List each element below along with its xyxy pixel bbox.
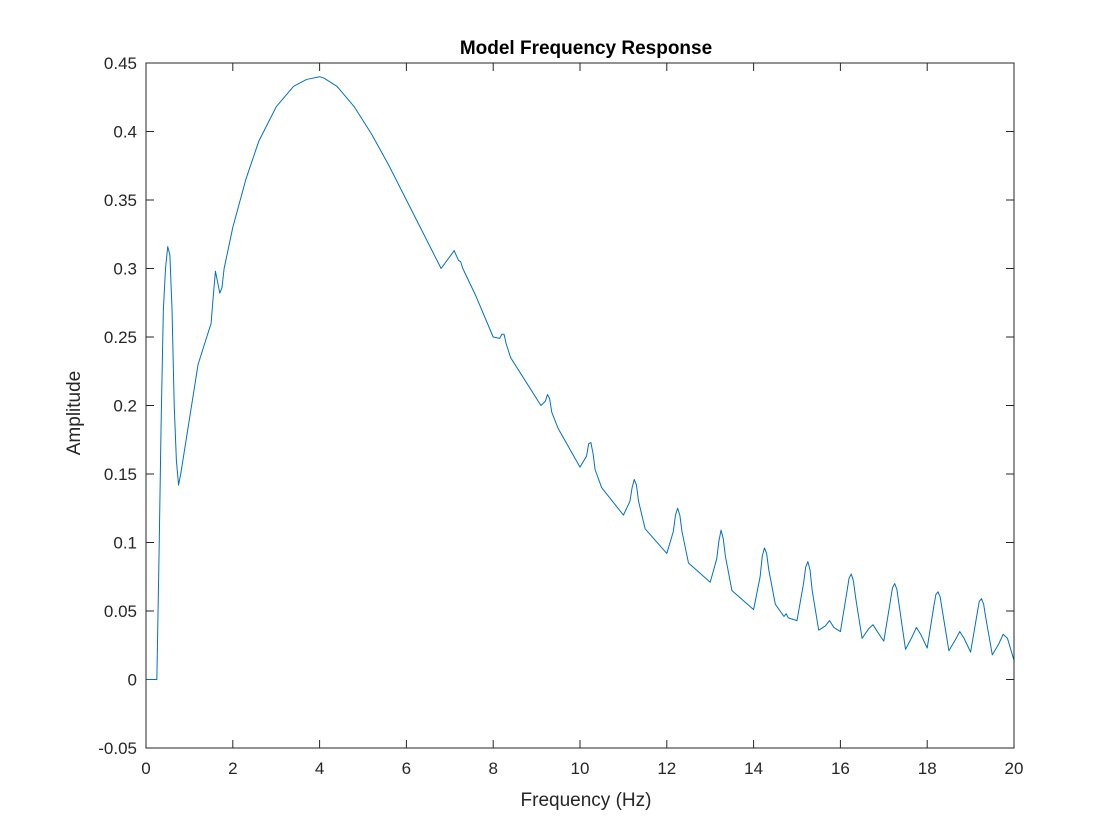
x-tick-label: 0 (141, 759, 150, 778)
x-tick-label: 16 (831, 759, 850, 778)
x-axis-ticks: 0 2 4 6 8 10 12 14 16 18 20 (141, 63, 1023, 778)
y-tick-label: 0.1 (113, 534, 137, 553)
y-tick-label: 0.05 (104, 602, 137, 621)
x-tick-label: 10 (571, 759, 590, 778)
y-tick-label: 0.3 (113, 260, 137, 279)
x-tick-label: 8 (488, 759, 497, 778)
x-axis-label: Frequency (Hz) (521, 790, 652, 811)
x-tick-label: 2 (228, 759, 237, 778)
x-tick-label: 12 (657, 759, 676, 778)
y-tick-label: 0 (128, 671, 137, 690)
x-tick-label: 6 (402, 759, 411, 778)
series-line-amplitude (146, 76, 1015, 680)
x-tick-label: 18 (918, 759, 937, 778)
y-axis-label: Amplitude (64, 371, 85, 456)
y-tick-label: 0.4 (113, 123, 137, 142)
x-tick-label: 4 (315, 759, 324, 778)
y-tick-label: 0.35 (104, 191, 137, 210)
chart-title: Model Frequency Response (460, 38, 712, 59)
y-tick-label: 0.45 (104, 54, 137, 73)
y-tick-label: -0.05 (98, 739, 137, 758)
x-tick-label: 14 (744, 759, 763, 778)
plot-area (146, 63, 1014, 748)
x-tick-label: 20 (1005, 759, 1024, 778)
y-tick-label: 0.15 (104, 465, 137, 484)
y-tick-label: 0.2 (113, 397, 137, 416)
axes-box (145, 62, 1015, 749)
y-axis-ticks: -0.05 0 0.05 0.1 0.15 0.2 0.25 0.3 0.35 0.4 0.45 (98, 54, 1014, 758)
y-tick-label: 0.25 (104, 328, 137, 347)
